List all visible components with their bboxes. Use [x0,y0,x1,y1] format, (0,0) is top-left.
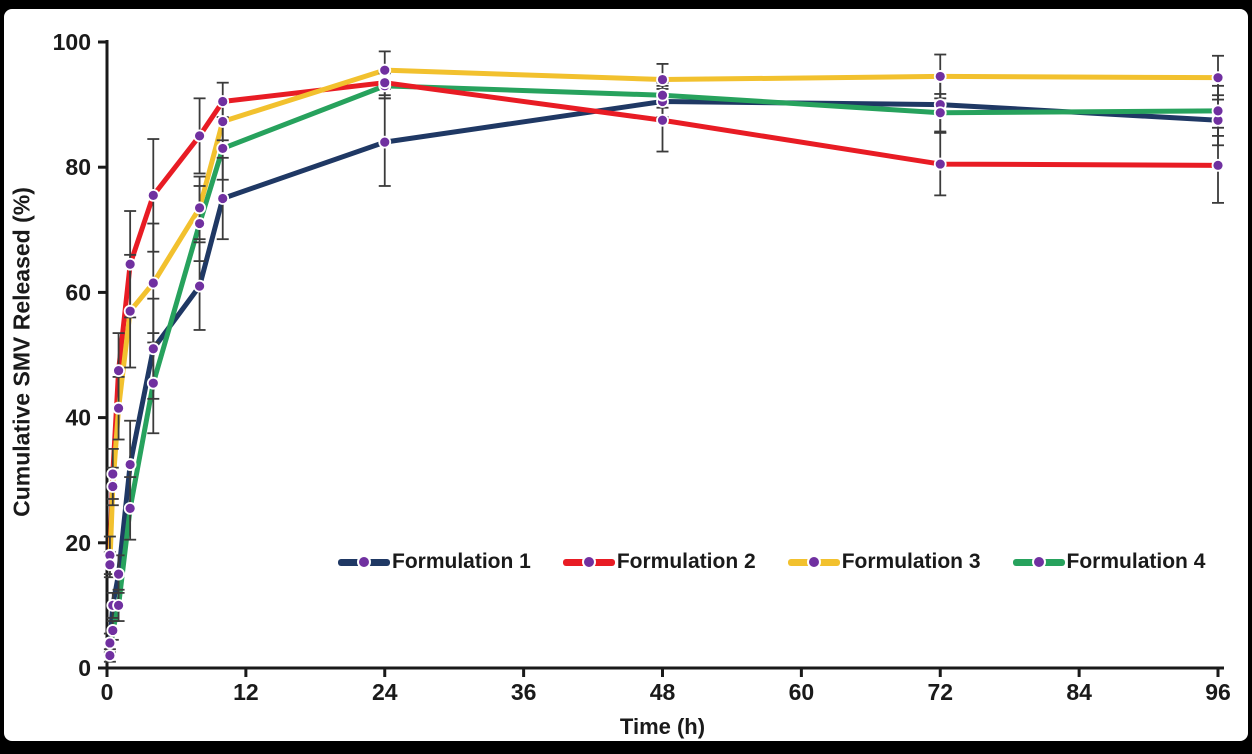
x-tick-label: 36 [511,679,537,705]
data-point-marker-icon [123,501,137,515]
x-tick-label: 96 [1205,679,1231,705]
legend-label: Formulation 3 [841,550,981,573]
data-point-marker-icon [103,558,117,572]
data-point-marker-icon [123,257,137,271]
data-point-marker-icon [216,142,230,155]
figure-panel [4,9,1248,741]
formulation-1-line-swatch-icon [338,555,390,569]
data-point-marker-icon [216,95,230,108]
x-tick-label: 84 [1066,679,1092,705]
data-point-marker-icon [103,636,117,650]
data-point-marker-icon [146,342,160,356]
data-point-marker-icon [123,458,137,471]
y-tick-label: 80 [65,154,91,180]
legend-item-formulation-3: Formulation 3 [787,550,981,574]
y-tick-label: 20 [65,530,91,556]
data-point-marker-icon [112,364,125,378]
x-tick-label: 24 [372,679,398,705]
data-point-marker-icon [106,624,120,637]
data-point-marker-icon [656,88,669,102]
data-point-marker-icon [933,106,947,120]
x-tick-label: 48 [650,679,676,705]
legend-item-formulation-4: Formulation 4 [1012,550,1206,574]
data-point-marker-icon [1031,555,1046,569]
data-point-marker-icon [378,63,392,77]
data-point-marker-icon [146,188,160,202]
data-point-marker-icon [146,276,160,290]
data-point-marker-icon [216,115,230,128]
data-point-marker-icon [106,467,120,481]
legend-label: Formulation 1 [392,550,531,573]
formulation-3-line-swatch-icon [787,555,840,569]
formulation-2-line-swatch-icon [562,555,615,569]
legend-label: Formulation 4 [1066,550,1206,573]
legend-item-formulation-2: Formulation 2 [562,550,756,574]
data-point-marker-icon [806,555,821,569]
data-point-marker-icon [216,192,230,205]
data-point-marker-icon [933,70,947,83]
data-point-marker-icon [378,135,392,149]
data-point-marker-icon [193,279,206,293]
data-point-marker-icon [357,555,371,569]
x-axis-title: Time (h) [619,714,706,739]
chart-legend: Formulation 1 Formulation 2 Formulation … [338,550,1205,574]
data-point-marker-icon [112,599,125,612]
data-point-marker-icon [112,567,125,581]
x-tick-label: 72 [927,679,953,705]
data-point-marker-icon [656,73,669,86]
legend-label: Formulation 2 [616,550,756,573]
series-line-2 [107,80,1221,558]
x-tick-label: 0 [101,679,114,705]
data-point-marker-icon [933,157,947,171]
data-point-marker-icon [193,201,206,215]
y-axis-title: Cumulative SMV Released (%) [8,187,35,517]
series-line-3 [107,67,1221,568]
x-tick-label: 60 [789,679,815,705]
data-point-marker-icon [193,217,206,230]
data-point-marker-icon [112,401,125,415]
legend-item-formulation-1: Formulation 1 [338,550,531,574]
data-point-marker-icon [656,113,669,127]
data-point-marker-icon [1211,158,1225,172]
y-tick-label: 0 [78,655,91,681]
formulation-4-line-swatch-icon [1012,555,1065,569]
data-point-marker-icon [103,649,117,662]
data-point-marker-icon [106,480,120,493]
data-point-marker-icon [1211,104,1225,118]
data-point-marker-icon [123,304,137,318]
y-tick-label: 40 [65,405,91,431]
data-point-marker-icon [193,129,206,143]
data-point-marker-icon [1211,71,1225,85]
data-point-marker-icon [581,555,596,569]
x-tick-label: 12 [233,679,259,705]
y-tick-label: 60 [65,279,91,305]
data-point-marker-icon [378,76,392,90]
data-point-marker-icon [146,376,160,390]
y-tick-label: 100 [53,29,91,55]
